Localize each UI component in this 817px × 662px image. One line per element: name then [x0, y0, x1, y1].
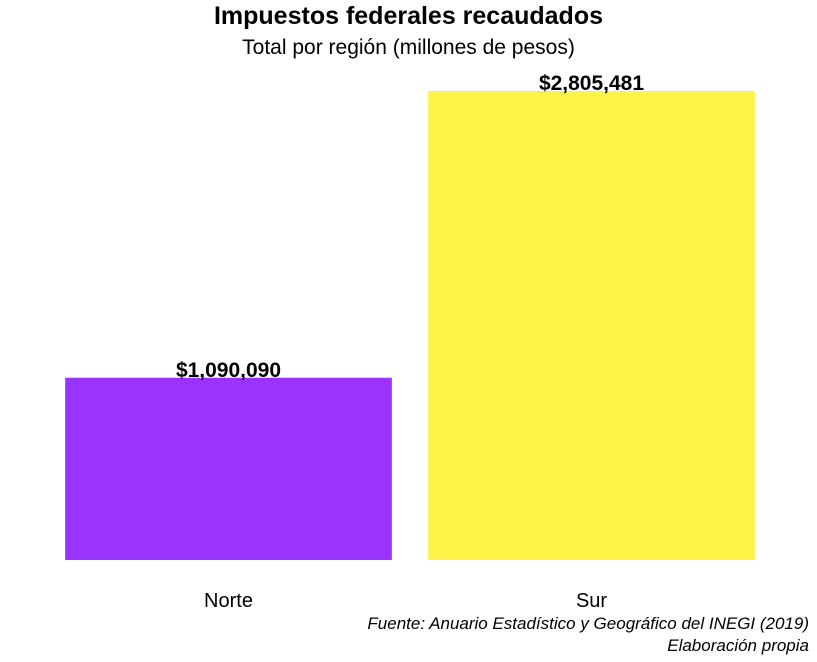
chart-subtitle: Total por región (millones de pesos)	[242, 36, 575, 59]
source-caption: Fuente: Anuario Estadístico y Geográfico…	[367, 614, 809, 633]
data-label-norte: $1,090,090	[176, 359, 281, 382]
bar-sur	[428, 91, 755, 560]
bar-norte	[65, 377, 392, 560]
x-tick-label-sur: Sur	[576, 590, 607, 612]
chart-title: Impuestos federales recaudados	[213, 2, 604, 30]
x-tick-label-norte: Norte	[204, 590, 253, 612]
data-label-sur: $2,805,481	[539, 72, 644, 95]
authorship-caption: Elaboración propia	[667, 636, 809, 655]
